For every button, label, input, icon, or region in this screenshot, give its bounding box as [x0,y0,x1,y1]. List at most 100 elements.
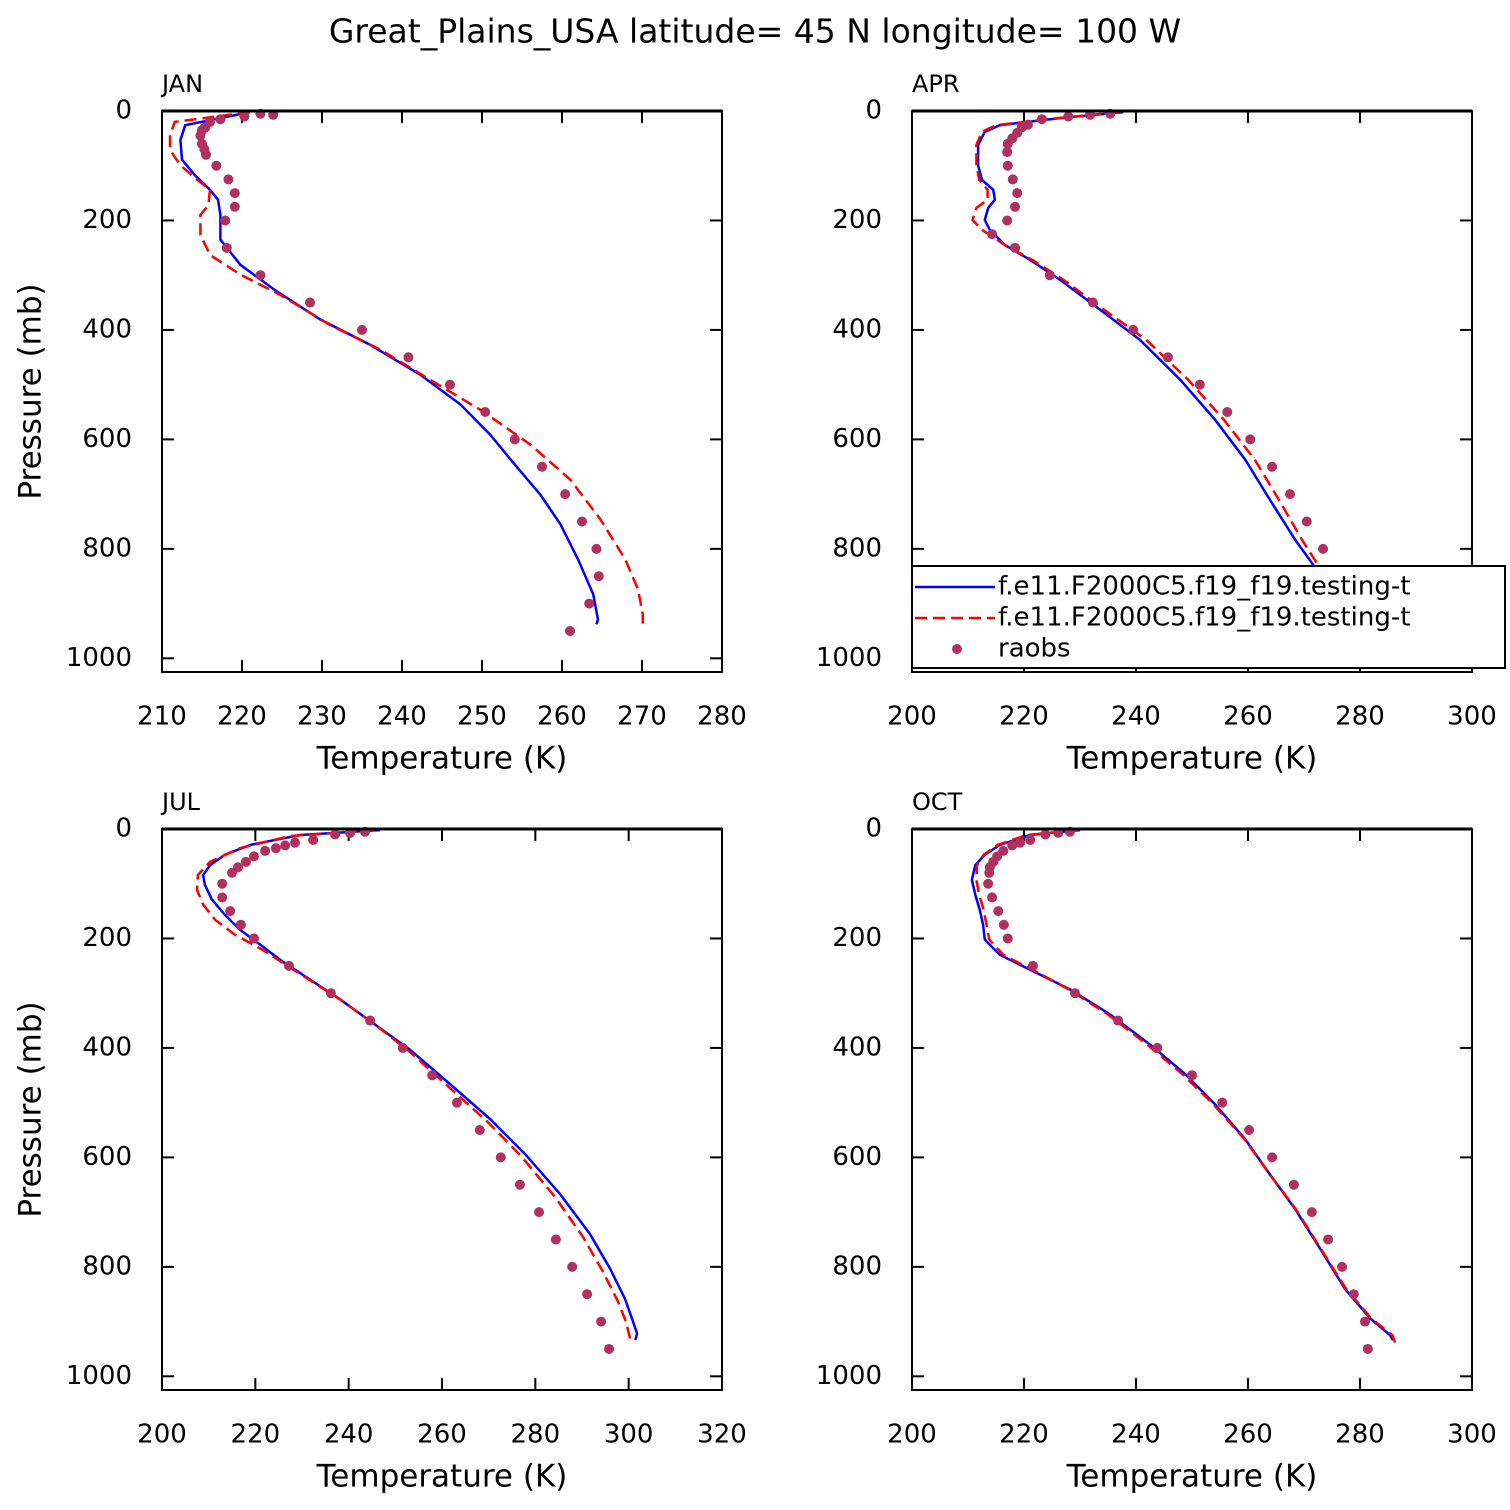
obs-point [229,201,240,212]
obs-point [1194,379,1205,390]
x-tick-label: 230 [297,702,347,732]
obs-point [1337,1261,1348,1272]
y-tick-label: 800 [82,533,132,563]
y-tick-label: 200 [832,205,882,235]
obs-point [1063,111,1074,122]
obs-point [255,270,266,281]
profile-line [975,828,1397,1344]
obs-point [604,1343,615,1354]
obs-point [1318,543,1329,554]
obs-point [1010,201,1021,212]
x-tick-label: 240 [324,1420,374,1450]
obs-point [1187,1070,1197,1081]
x-tick-label: 260 [417,1420,467,1450]
obs-point [567,1261,578,1272]
obs-point [987,229,998,240]
y-tick-label: 800 [82,1251,132,1281]
y-tick-label: 200 [832,923,882,953]
obs-point [365,1015,376,1026]
obs-point [593,571,604,582]
obs-point [239,111,250,122]
obs-point [1217,1097,1228,1108]
obs-point [1002,215,1013,226]
obs-point [427,1070,438,1081]
obs-point [560,489,571,500]
obs-point [217,878,228,889]
obs-point [514,1179,525,1190]
obs-point [1301,516,1312,527]
y-tick-label: 600 [832,424,882,454]
obs-point [1007,840,1018,851]
obs-point [1002,147,1013,158]
obs-point [220,215,231,226]
obs-point [241,856,251,867]
obs-point [537,461,547,472]
obs-point [1027,960,1038,971]
profile-line [179,110,600,625]
obs-point [596,1316,607,1327]
obs-point [211,160,222,171]
y-tick-label: 800 [832,533,882,563]
x-tick-label: 240 [1111,1420,1161,1450]
y-tick-label: 1000 [66,643,132,673]
x-tick-label: 300 [1447,1420,1497,1450]
obs-point [1002,160,1013,171]
y-tick-label: 0 [865,814,882,844]
x-tick-label: 250 [457,702,507,732]
profile-line [970,828,1395,1341]
obs-point [1015,837,1026,848]
obs-point [1288,1179,1299,1190]
obs-point [1002,138,1013,149]
obs-point [495,1152,506,1163]
obs-point [1152,1042,1163,1053]
obs-point [509,434,520,445]
obs-point [1002,933,1013,944]
legend-label: raobs [998,634,1071,664]
y-tick-label: 400 [832,314,882,344]
x-axis-label: Temperature (K) [316,1459,568,1495]
x-tick-label: 280 [697,702,747,732]
obs-point [1113,1015,1124,1026]
obs-point [325,988,336,999]
obs-point [235,919,246,930]
x-axis-label: Temperature (K) [316,741,568,777]
obs-point [577,516,587,527]
obs-point [1306,1207,1317,1218]
obs-point [480,407,491,418]
obs-point [1362,1343,1373,1354]
obs-point [1222,407,1233,418]
obs-point [217,892,228,903]
obs-point [1348,1289,1359,1300]
x-tick-label: 210 [137,702,187,732]
obs-point [229,188,240,199]
obs-point [215,114,226,125]
obs-point [993,906,1004,917]
obs-point [1267,1152,1278,1163]
obs-point [534,1207,545,1218]
obs-point [1162,352,1173,363]
obs-point [1128,324,1139,335]
y-tick-label: 1000 [816,643,882,673]
obs-point [1323,1234,1334,1245]
x-tick-label: 320 [697,1420,747,1450]
obs-point [1044,270,1055,281]
obs-point [1040,829,1051,840]
obs-point [582,1289,593,1300]
legend-marker [952,644,962,654]
obs-point [283,960,294,971]
y-tick-label: 0 [115,814,132,844]
legend-box [911,565,1506,669]
obs-point [403,352,414,363]
obs-point [584,598,595,609]
x-tick-label: 220 [217,702,267,732]
obs-point [201,149,211,160]
legend-label: f.e11.F2000C5.f19_f19.testing-t [998,603,1410,633]
obs-point [1012,188,1023,199]
plot-frame [161,828,723,1391]
obs-point [1087,297,1098,308]
x-tick-label: 220 [999,1420,1049,1450]
y-tick-label: 0 [115,96,132,126]
y-tick-label: 200 [82,923,132,953]
